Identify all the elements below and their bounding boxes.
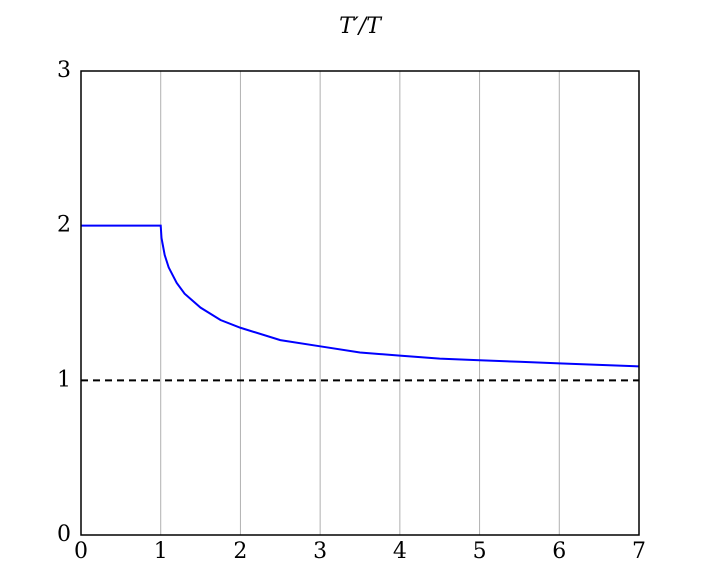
x-tick-label: 6 bbox=[552, 539, 566, 564]
y-tick-label: 0 bbox=[57, 522, 71, 547]
x-tick-label: 1 bbox=[154, 539, 168, 564]
y-tick-label: 1 bbox=[57, 367, 71, 392]
x-tick-label: 3 bbox=[313, 539, 327, 564]
chart-title: T′/T bbox=[339, 14, 383, 39]
plot-frame bbox=[80, 70, 640, 536]
x-tick-label: 2 bbox=[233, 539, 247, 564]
y-tick-label: 3 bbox=[57, 58, 71, 83]
x-tick-label: 4 bbox=[393, 539, 407, 564]
x-tick-label: 0 bbox=[74, 539, 88, 564]
x-tick-label: 7 bbox=[632, 539, 646, 564]
y-tick-label: 2 bbox=[57, 213, 71, 238]
line-series bbox=[81, 224, 640, 368]
x-tick-label: 5 bbox=[473, 539, 487, 564]
